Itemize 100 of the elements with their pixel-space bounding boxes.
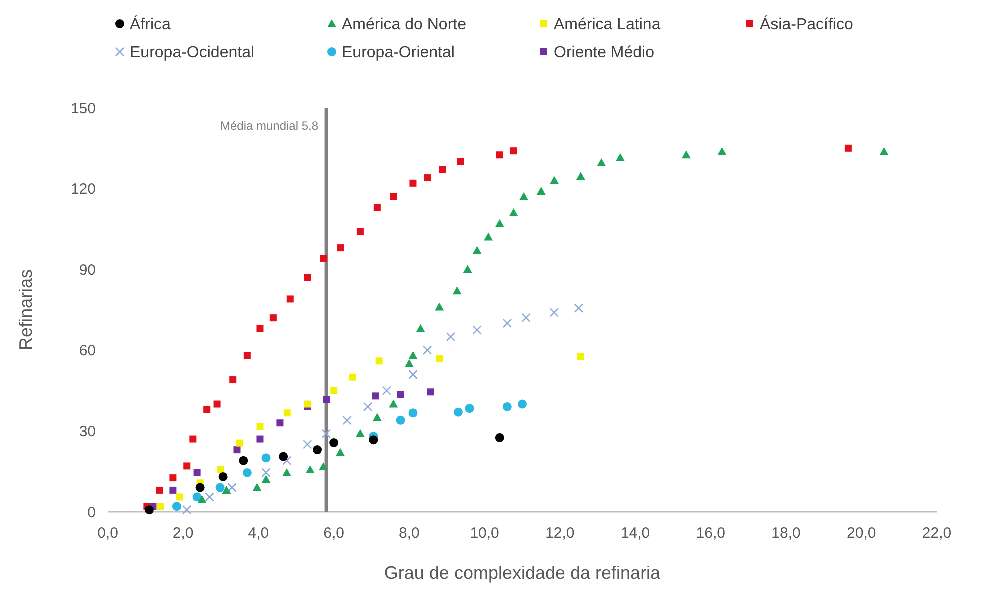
point	[196, 483, 205, 492]
ref-line-label: Média mundial 5,8	[220, 119, 319, 133]
point	[349, 374, 356, 381]
point	[484, 232, 494, 241]
point	[424, 174, 432, 182]
y-tick-label: 120	[70, 181, 96, 198]
point	[682, 150, 691, 159]
x-tick-label: 18,0	[772, 525, 801, 542]
point	[303, 440, 312, 450]
point	[408, 351, 418, 360]
point	[550, 308, 560, 318]
point	[397, 391, 404, 398]
point	[156, 486, 164, 494]
point	[372, 413, 382, 422]
legend-label: América Latina	[554, 16, 661, 34]
point	[422, 346, 432, 356]
point	[198, 495, 207, 504]
point	[279, 452, 288, 462]
point	[435, 302, 444, 311]
point	[880, 147, 889, 156]
point	[396, 416, 406, 425]
x-tick-label: 6,0	[324, 525, 345, 542]
point	[284, 410, 291, 417]
point	[262, 468, 271, 478]
point	[313, 446, 322, 455]
point	[536, 186, 546, 195]
point	[510, 148, 518, 155]
point	[457, 158, 464, 166]
point	[192, 492, 202, 502]
point	[182, 505, 192, 515]
point	[194, 469, 201, 476]
point	[356, 228, 364, 236]
x-tick-label: 14,0	[620, 525, 650, 542]
legend-label: América do Norte	[342, 16, 467, 34]
legend-label: Europa-Oriental	[342, 44, 455, 62]
point	[336, 244, 344, 252]
y-tick-label: 30	[79, 423, 96, 440]
point	[320, 255, 328, 262]
point	[282, 456, 292, 466]
point	[363, 402, 373, 412]
point	[244, 352, 251, 360]
legend-label: Europa-Ocidental	[130, 44, 255, 62]
point	[389, 400, 398, 408]
point	[390, 193, 398, 200]
point	[176, 494, 184, 501]
point	[256, 436, 264, 443]
point	[239, 456, 248, 466]
x-tick-label: 16,0	[696, 525, 726, 542]
point	[576, 172, 586, 180]
point	[465, 404, 474, 414]
point	[520, 192, 529, 200]
point	[252, 483, 262, 492]
point	[496, 152, 504, 159]
point	[157, 503, 164, 510]
point	[282, 468, 292, 476]
point	[304, 400, 312, 408]
point	[416, 324, 426, 332]
point	[230, 376, 237, 384]
point	[170, 486, 177, 494]
point	[356, 429, 365, 438]
point	[262, 454, 271, 463]
point	[256, 423, 264, 430]
point	[144, 506, 154, 515]
x-tick-label: 8,0	[399, 525, 420, 542]
point	[446, 332, 456, 342]
point	[463, 265, 472, 274]
point	[276, 420, 284, 427]
point	[228, 483, 237, 492]
point	[330, 438, 339, 448]
point	[408, 370, 418, 380]
point	[323, 396, 330, 404]
point	[472, 326, 482, 335]
y-tick-label: 0	[88, 504, 96, 522]
point	[172, 502, 182, 512]
point	[495, 433, 504, 442]
point	[218, 472, 228, 482]
point	[616, 153, 625, 162]
x-tick-label: 4,0	[248, 525, 270, 542]
point	[322, 429, 332, 439]
x-axis-title: Grau de complexidade da refinaria	[384, 563, 662, 583]
x-tick-label: 22,0	[922, 525, 952, 542]
point	[374, 204, 381, 212]
point	[522, 313, 531, 323]
point	[216, 483, 225, 492]
point	[439, 166, 446, 174]
point	[319, 462, 328, 471]
point	[495, 219, 504, 228]
y-tick-label: 60	[79, 342, 96, 360]
point	[214, 400, 221, 408]
point	[382, 386, 392, 396]
point	[597, 158, 606, 166]
point	[452, 286, 462, 295]
x-tick-label: 20,0	[847, 525, 876, 542]
point	[330, 387, 338, 394]
point	[408, 408, 418, 418]
point	[236, 440, 244, 447]
point	[222, 486, 232, 494]
point	[577, 353, 584, 360]
legend-label: Oriente Médio	[554, 44, 655, 62]
x-tick-label: 2,0	[172, 525, 194, 542]
